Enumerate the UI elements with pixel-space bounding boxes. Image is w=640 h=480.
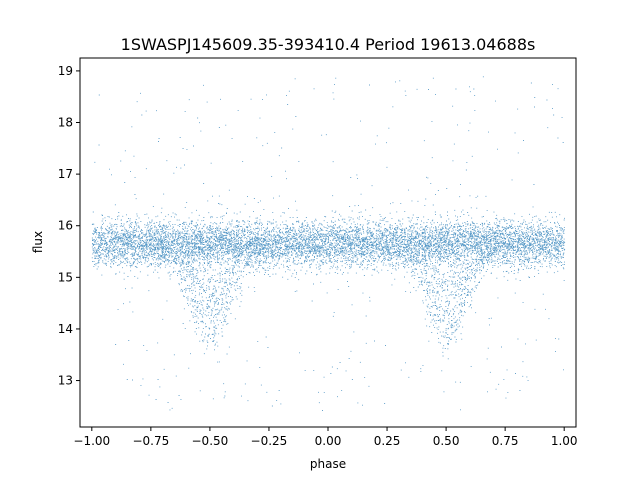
x-tick-label: 1.00: [551, 434, 578, 448]
x-axis-label: phase: [310, 457, 346, 471]
x-tick-label: −0.50: [192, 434, 229, 448]
x-tick-label: 0.50: [433, 434, 460, 448]
y-axis-label: flux: [31, 231, 45, 253]
data-points: [91, 76, 566, 411]
y-tick-label: 16: [58, 219, 73, 233]
x-tick-label: −0.75: [132, 434, 169, 448]
x-tick-label: 0.25: [374, 434, 401, 448]
x-tick-label: −0.25: [251, 434, 288, 448]
x-tick-label: 0.00: [315, 434, 342, 448]
y-tick-label: 15: [58, 270, 73, 284]
x-tick-label: −1.00: [73, 434, 110, 448]
y-tick-label: 17: [58, 167, 73, 181]
y-tick-label: 18: [58, 116, 73, 130]
x-axis-ticks: −1.00 −0.75 −0.50 −0.25 0.00 0.25 0.50 0.75 1.00: [73, 427, 578, 448]
y-axis-ticks: 13 14 15 16 17 18 19: [58, 64, 80, 388]
chart-title: 1SWASPJ145609.35-393410.4 Period 19613.0…: [121, 35, 536, 54]
y-tick-label: 19: [58, 64, 73, 78]
x-tick-label: 0.75: [492, 434, 519, 448]
scatter-points: [91, 76, 566, 411]
y-tick-label: 13: [58, 374, 73, 388]
y-tick-label: 14: [58, 322, 73, 336]
